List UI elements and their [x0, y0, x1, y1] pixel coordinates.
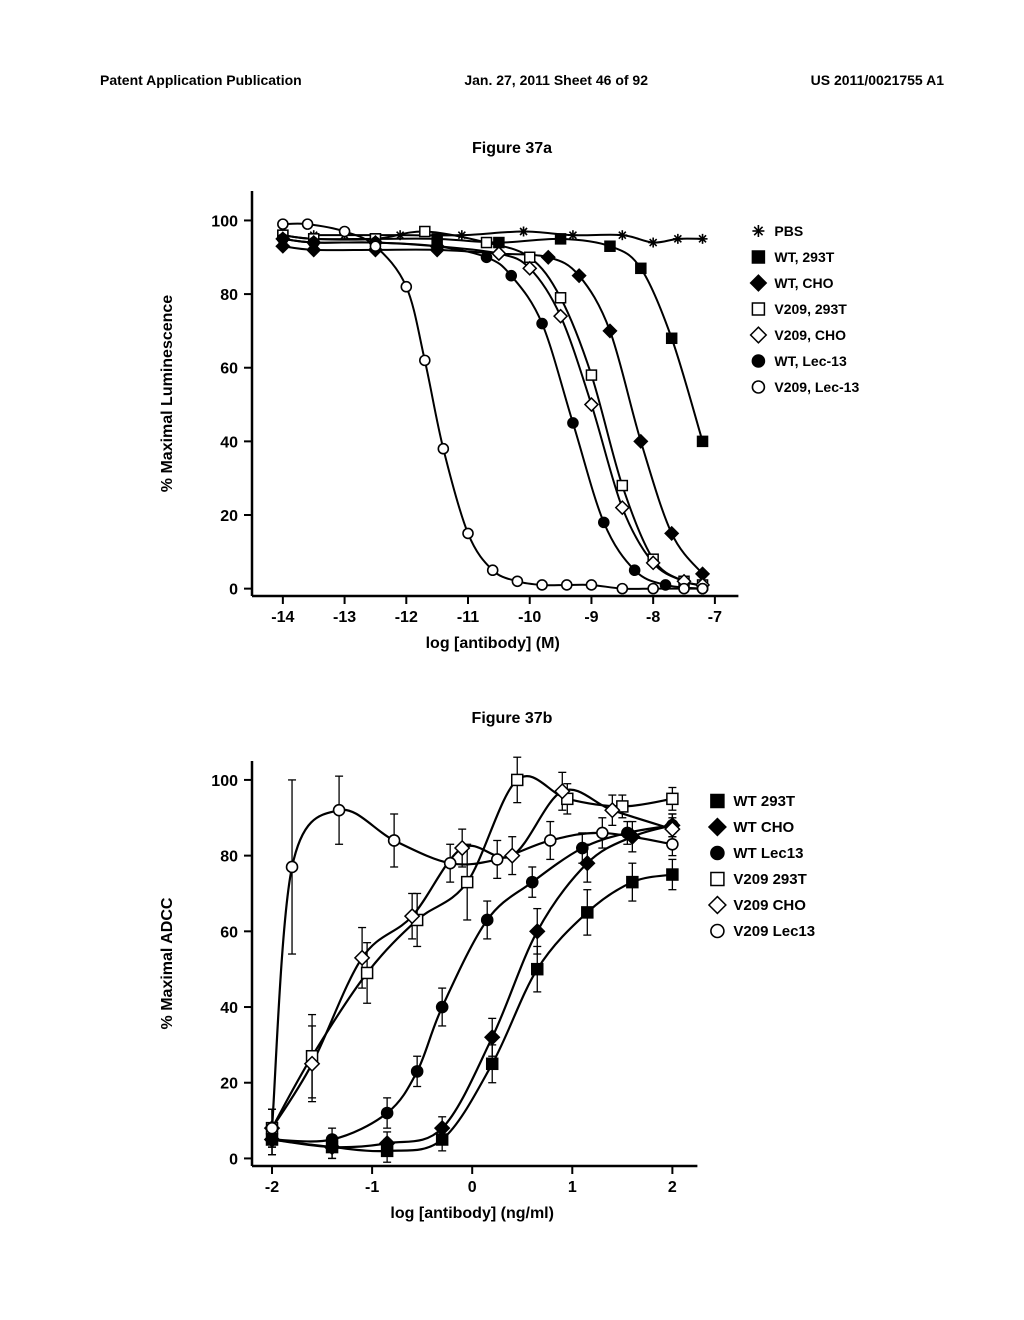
svg-text:1: 1: [568, 1179, 577, 1196]
svg-text:V209, CHO: V209, CHO: [774, 327, 846, 343]
svg-text:-14: -14: [271, 609, 294, 626]
svg-text:WT CHO: WT CHO: [733, 819, 794, 836]
svg-text:WT 293T: WT 293T: [733, 793, 795, 810]
svg-text:100: 100: [211, 213, 238, 230]
svg-text:V209, 293T: V209, 293T: [774, 301, 847, 317]
svg-text:-11: -11: [457, 609, 479, 626]
svg-text:% Maximal ADCC: % Maximal ADCC: [159, 897, 176, 1029]
figure-37b: Figure 37b 0 20 40 60 80 100 -2 -1 0 1 2 % Maximal …: [0, 710, 1024, 1246]
svg-text:log [antibody] (ng/ml): log [antibody] (ng/ml): [390, 1205, 554, 1222]
figure-37a: Figure 37a 0 20 40 60 80 100 -14 -13 -12 -11 -10 -9…: [0, 140, 1024, 676]
svg-text:60: 60: [220, 361, 238, 378]
svg-text:40: 40: [220, 1000, 238, 1017]
svg-text:log [antibody] (M): log [antibody] (M): [426, 635, 560, 652]
svg-text:-7: -7: [708, 609, 722, 626]
svg-text:2: 2: [668, 1179, 677, 1196]
svg-text:80: 80: [220, 849, 238, 866]
svg-text:0: 0: [468, 1179, 477, 1196]
figure-37a-chart: 0 20 40 60 80 100 -14 -13 -12 -11 -10 -9 -8 -7 % Maxim…: [102, 166, 922, 676]
figure-37b-chart: 0 20 40 60 80 100 -2 -1 0 1 2 % Maximal ADCC log [an…: [102, 736, 922, 1246]
svg-text:-13: -13: [333, 609, 356, 626]
svg-text:-2: -2: [265, 1179, 279, 1196]
svg-text:-10: -10: [518, 609, 541, 626]
svg-text:20: 20: [220, 508, 238, 525]
pub-date-sheet: Jan. 27, 2011 Sheet 46 of 92: [464, 72, 648, 88]
svg-text:V209 CHO: V209 CHO: [733, 897, 806, 914]
svg-text:60: 60: [220, 924, 238, 941]
svg-text:WT, Lec-13: WT, Lec-13: [774, 353, 847, 369]
svg-text:WT, 293T: WT, 293T: [774, 249, 834, 265]
svg-text:20: 20: [220, 1076, 238, 1093]
figure-37b-title: Figure 37b: [0, 710, 1024, 728]
svg-text:-8: -8: [646, 609, 660, 626]
svg-text:% Maximal Luminescence: % Maximal Luminescence: [159, 295, 176, 493]
svg-text:100: 100: [211, 773, 238, 790]
svg-text:V209 Lec13: V209 Lec13: [733, 923, 815, 940]
svg-text:-12: -12: [395, 609, 418, 626]
figure-37a-title: Figure 37a: [0, 140, 1024, 158]
svg-text:V209 293T: V209 293T: [733, 871, 806, 888]
svg-text:-9: -9: [584, 609, 598, 626]
svg-text:WT Lec13: WT Lec13: [733, 845, 803, 862]
svg-text:80: 80: [220, 287, 238, 304]
svg-text:40: 40: [220, 434, 238, 451]
svg-text:0: 0: [229, 582, 238, 599]
page-header: Patent Application Publication Jan. 27, …: [100, 72, 944, 88]
svg-text:-1: -1: [365, 1179, 379, 1196]
svg-text:PBS: PBS: [774, 223, 803, 239]
pub-number: US 2011/0021755 A1: [811, 72, 944, 88]
svg-text:0: 0: [229, 1151, 238, 1168]
svg-text:V209, Lec-13: V209, Lec-13: [774, 379, 859, 395]
svg-text:WT, CHO: WT, CHO: [774, 275, 833, 291]
pub-type: Patent Application Publication: [100, 72, 302, 88]
